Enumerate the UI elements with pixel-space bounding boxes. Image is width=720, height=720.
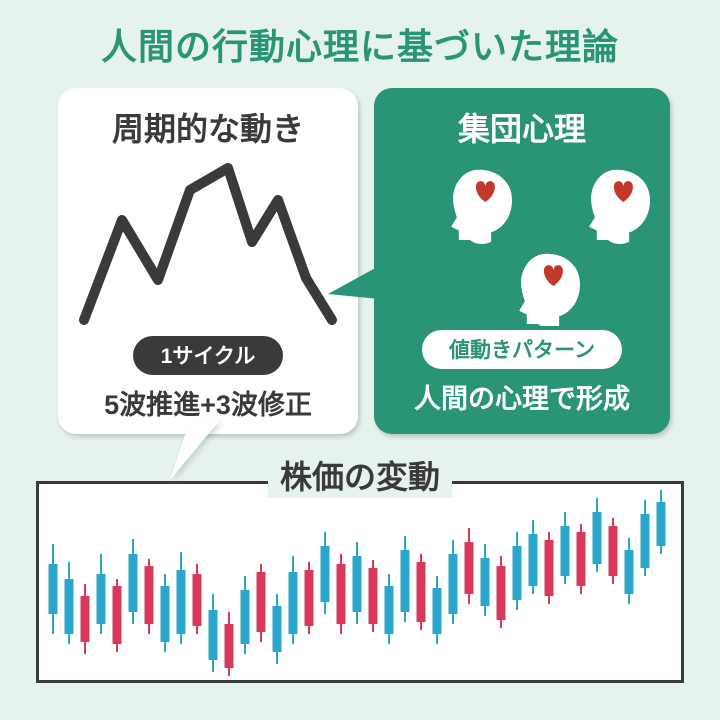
periodic-movement-card: 周期的な動き 1サイクル 5波推進+3波修正	[58, 88, 358, 434]
chart-label: 株価の変動	[268, 452, 452, 498]
stock-chart-section: 株価の変動	[36, 452, 684, 683]
wave-chart	[72, 150, 344, 330]
left-card-subtext: 5波推進+3波修正	[72, 383, 344, 422]
right-card-subtext: 人間の心理で形成	[388, 377, 656, 416]
pattern-pill: 値動きパターン	[422, 330, 622, 369]
right-card-title: 集団心理	[388, 104, 656, 150]
right-bubble-tail	[320, 250, 400, 330]
heads-illustration	[388, 150, 656, 326]
main-title: 人間の行動心理に基づいた理論	[0, 18, 720, 70]
candlestick-chart	[36, 481, 684, 683]
cycle-pill: 1サイクル	[133, 336, 283, 375]
group-psychology-card: 集団心理 値動きパターン 人間の心理で形成	[374, 88, 670, 434]
left-card-title: 周期的な動き	[72, 104, 344, 150]
